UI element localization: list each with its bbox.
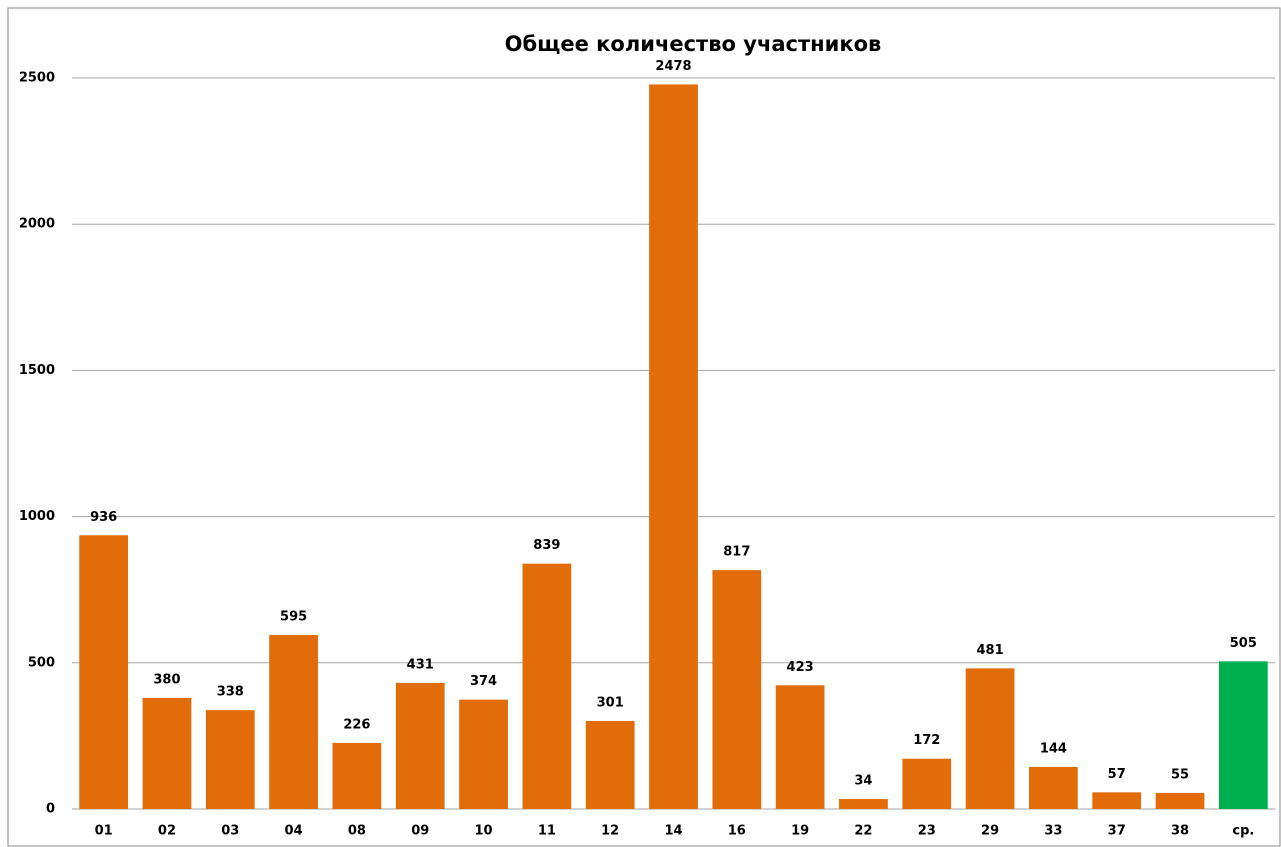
data-label: 2478 [655,59,691,74]
x-tick-label: 19 [791,824,809,839]
x-tick-label: 01 [95,824,113,839]
x-tick-label: 12 [601,824,619,839]
bar [395,682,445,809]
x-tick-label: 29 [981,824,999,839]
data-label: 839 [533,538,560,553]
bar [1029,766,1078,809]
y-tick-label: 500 [28,655,55,670]
data-label: 301 [597,695,624,710]
x-tick-label: 04 [285,824,303,839]
data-label: 936 [90,510,117,525]
bar [649,84,698,809]
y-tick-label: 1500 [19,363,55,378]
x-tick-label: 16 [728,824,746,839]
y-tick-label: 2500 [19,71,55,86]
y-tick-label: 0 [46,802,55,817]
bar [332,742,382,809]
bar [1218,661,1268,809]
data-label: 380 [153,672,180,687]
data-label: 338 [217,685,244,700]
data-label: 481 [977,643,1004,658]
bar [965,668,1015,809]
x-tick-label: 14 [664,824,682,839]
x-tick-label: 02 [158,824,176,839]
chart-title: Общее количество участников [505,32,882,56]
y-tick-label: 1000 [19,509,55,524]
bar [1155,792,1205,809]
x-tick-label: 38 [1171,824,1189,839]
bar [839,799,888,809]
data-label: 374 [470,674,497,689]
bar [459,699,508,809]
bar [142,697,192,809]
data-label: 226 [343,717,370,732]
bar [902,758,952,809]
x-tick-label: 37 [1108,824,1126,839]
bar [1092,792,1142,809]
x-tick-label: ср. [1232,824,1254,839]
data-label: 57 [1108,767,1126,782]
data-label: 55 [1171,767,1189,782]
bar [269,635,318,809]
data-label: 595 [280,610,307,625]
x-tick-label: 10 [475,824,493,839]
y-tick-label: 2000 [19,217,55,232]
chart-frame [7,7,1281,847]
data-label: 431 [407,657,434,672]
x-tick-label: 23 [918,824,936,839]
x-tick-label: 22 [854,824,872,839]
x-tick-label: 33 [1044,824,1062,839]
data-label: 172 [913,733,940,748]
bar [522,563,572,809]
bar [205,710,255,809]
bar [585,720,635,809]
data-label: 817 [723,545,750,560]
data-label: 505 [1230,636,1257,651]
x-tick-label: 03 [221,824,239,839]
data-label: 34 [854,774,872,789]
bar [712,570,762,809]
data-label: 144 [1040,741,1067,756]
x-tick-label: 09 [411,824,429,839]
x-tick-label: 11 [538,824,556,839]
data-label: 423 [787,660,814,675]
bar [79,535,129,809]
bar [775,685,825,809]
x-tick-label: 08 [348,824,366,839]
